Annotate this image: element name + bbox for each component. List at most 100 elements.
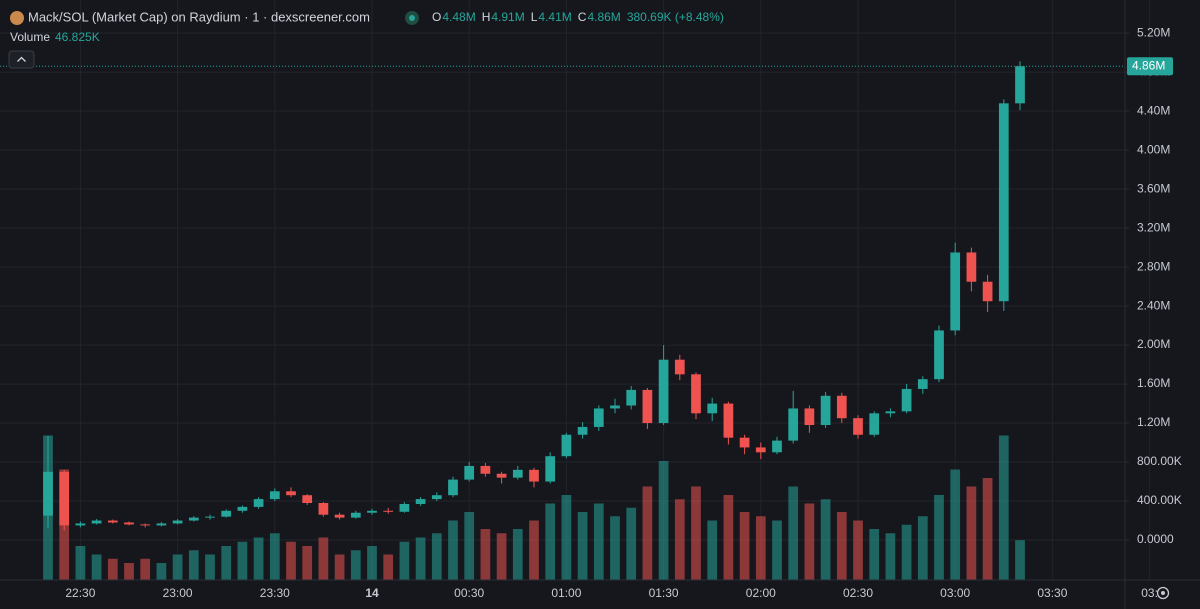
candle-body <box>253 499 264 507</box>
volume-bar <box>804 503 815 580</box>
x-tick-label: 23:00 <box>163 586 193 600</box>
candle-body <box>707 403 718 414</box>
price-axis: 0.0000 400.00K 800.00K 1.20M 1.60M 2.00M 2.40M… <box>1125 25 1182 546</box>
candle-body <box>140 524 151 526</box>
candle-body <box>739 437 750 448</box>
volume-bar <box>820 499 831 580</box>
candle-body <box>415 499 426 504</box>
candle-body <box>691 374 701 414</box>
volume-bar <box>739 512 750 580</box>
ohlc-value: 4.86M <box>587 10 620 24</box>
y-tick-label: 2.80M <box>1137 259 1170 273</box>
volume-bar <box>512 529 523 580</box>
candle-body <box>577 426 588 435</box>
volume-bar <box>367 546 377 580</box>
settings-icon <box>1156 586 1170 600</box>
candle-body <box>399 503 410 512</box>
header: Mack/SOL (Market Cap) on Raydium · 1 · d… <box>8 9 724 69</box>
last-price-label: 4.86M <box>1132 58 1165 72</box>
volume-bar <box>982 478 993 580</box>
candle-body <box>723 403 734 438</box>
y-tick-label: 4.00M <box>1137 142 1170 156</box>
candle-body <box>496 473 507 478</box>
candle-body <box>772 440 782 453</box>
change-value: 380.69K (+8.48%) <box>627 10 724 24</box>
candle-body <box>91 520 102 524</box>
time-axis: 22:30 23:00 23:30 14 00:30 01:00 01:30 02:00 02:… <box>65 586 1158 600</box>
volume-bar <box>399 541 410 580</box>
candle-body <box>480 465 491 474</box>
candle-body <box>59 471 70 526</box>
y-tick-label: 4.40M <box>1137 103 1170 117</box>
candle-body <box>529 469 539 482</box>
candle-body <box>610 405 620 409</box>
candle-body <box>205 516 215 518</box>
settings-icon-center <box>1161 591 1165 595</box>
volume-bar <box>593 503 604 580</box>
candle-body <box>674 359 685 375</box>
candle-body <box>626 389 637 406</box>
volume-bar <box>642 486 653 580</box>
candle-body <box>885 411 896 414</box>
candle-body <box>334 514 345 518</box>
volume-bar <box>772 520 782 580</box>
x-tick-label: 01:30 <box>649 586 679 600</box>
candle-body <box>464 465 475 480</box>
candle-body <box>269 491 280 500</box>
candle-body <box>869 413 880 435</box>
volume-bar <box>626 507 637 580</box>
x-tick-label: 22:30 <box>65 586 95 600</box>
candle-body <box>188 517 199 521</box>
volume-bar <box>91 554 102 580</box>
volume-value: 46.825K <box>55 30 100 44</box>
candle-body <box>998 103 1009 302</box>
volume-bar <box>545 503 556 580</box>
x-tick-label: 23:30 <box>260 586 290 600</box>
volume-bar <box>529 520 539 580</box>
volume-bar <box>966 486 977 580</box>
volume-bar <box>448 520 458 580</box>
volume-bar <box>577 512 588 580</box>
volume-bar <box>253 537 264 580</box>
volume-bar <box>755 516 766 580</box>
volume-bar <box>334 554 345 580</box>
volume-bar <box>610 516 620 580</box>
ohlc-value: 4.48M <box>442 10 475 24</box>
y-tick-label: 1.60M <box>1137 376 1170 390</box>
volume-bar <box>221 546 232 580</box>
candle-body <box>982 281 993 302</box>
candle-body <box>755 447 766 453</box>
volume-bar <box>707 520 718 580</box>
candle-body <box>820 395 831 426</box>
candle-body <box>593 408 604 427</box>
candle-body <box>545 456 556 482</box>
status-dot <box>409 15 415 21</box>
grid <box>0 0 1151 580</box>
y-tick-label: 0.0000 <box>1137 532 1174 546</box>
candle-body <box>367 510 377 513</box>
candle-body <box>107 520 118 523</box>
volume-bar <box>998 435 1009 580</box>
volume-bar <box>1015 540 1025 580</box>
x-tick-label: 03: <box>1141 586 1158 600</box>
candle-body <box>43 471 53 516</box>
volume-bar <box>836 512 847 580</box>
volume-bar <box>140 558 151 580</box>
ohlc-value: 4.91M <box>491 10 524 24</box>
candle-body <box>788 408 799 441</box>
volume-bar <box>107 558 118 580</box>
candle-body <box>901 388 912 412</box>
collapse-button[interactable] <box>8 50 35 69</box>
candle-body <box>917 379 928 389</box>
candle-layer <box>0 61 1125 531</box>
volume-bar <box>431 533 442 580</box>
settings-button[interactable] <box>1156 586 1170 600</box>
candle-body <box>966 252 977 282</box>
volume-bar <box>674 499 685 580</box>
last-price-tag <box>1127 57 1173 76</box>
volume-bar <box>901 524 912 580</box>
y-tick-label: 1.20M <box>1137 415 1170 429</box>
candle-body <box>318 502 329 515</box>
